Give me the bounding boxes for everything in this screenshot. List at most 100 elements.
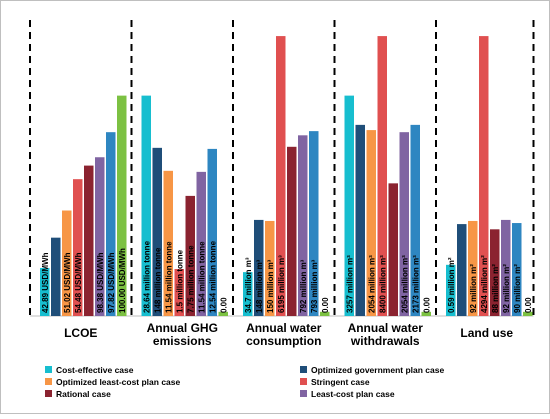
category-label-line: Land use	[460, 326, 513, 340]
legend-label: Optimized government plan case	[311, 365, 444, 375]
legend-label: Optimized least-cost plan case	[56, 377, 181, 387]
bar	[501, 219, 511, 316]
category-label-line: withdrawals	[350, 334, 420, 348]
category-label: Annual water consumption	[246, 321, 322, 348]
data-label: 97.82 USD/MWh	[107, 252, 116, 313]
data-label: 28.64 million tonne	[142, 240, 151, 313]
data-label: 92 million m²	[502, 264, 511, 313]
data-label: 148 million tonne	[153, 247, 162, 313]
bar	[196, 171, 206, 316]
bar	[95, 157, 105, 316]
data-label: 42.89 USD/MWh	[41, 252, 50, 313]
category-label: Annual water withdrawals	[348, 321, 424, 348]
data-label: 98.38 USD/MWh	[96, 252, 105, 313]
bar	[163, 170, 173, 316]
data-label: 34.7 million m³	[244, 257, 253, 313]
category-label: Land use	[460, 326, 513, 340]
category-label-line: Annual GHG	[147, 321, 218, 335]
data-label: 12.54 million tonne	[208, 240, 217, 313]
bar	[388, 183, 398, 316]
data-label: 1.5 million tonne	[175, 249, 184, 313]
bar	[265, 220, 275, 316]
bar	[523, 311, 533, 316]
data-label: 148 million m³	[255, 259, 264, 313]
data-label: 2054 million m³	[400, 255, 409, 313]
bar	[287, 146, 297, 316]
bar	[457, 224, 467, 316]
bar	[218, 311, 228, 316]
bar	[276, 36, 286, 316]
bar	[399, 132, 409, 316]
bar	[207, 148, 217, 316]
data-label: 92 million m²	[469, 264, 478, 313]
category-label: LCOE	[64, 326, 97, 340]
bar	[84, 165, 94, 316]
data-label: 4294 million m²	[480, 255, 489, 313]
data-label: 11.54 million tonne	[164, 241, 173, 313]
legend-swatch	[300, 366, 307, 373]
bar	[344, 95, 354, 316]
bar	[366, 130, 376, 316]
bar	[512, 223, 522, 316]
data-label: 0.00	[321, 297, 330, 313]
bar	[421, 311, 431, 316]
bar	[309, 131, 319, 316]
data-label: 2173 million m³	[411, 255, 420, 313]
data-label: 793 million m³	[310, 259, 319, 313]
bar	[40, 267, 50, 316]
bar	[185, 195, 195, 316]
category-label-line: Annual water	[348, 321, 424, 335]
data-label: 90 million m²	[513, 264, 522, 313]
bar	[355, 124, 365, 316]
legend-swatch	[45, 366, 52, 373]
legend-label: Stringent case	[311, 377, 370, 387]
category-label: Annual GHG emissions	[147, 321, 218, 348]
bar	[490, 229, 500, 316]
bar	[320, 311, 330, 316]
data-label: 2054 million m³	[367, 255, 376, 313]
bar	[152, 147, 162, 316]
data-label: 54.48 USD/MWh	[74, 252, 83, 313]
bar	[141, 95, 151, 316]
data-label: 0.00	[422, 297, 431, 313]
bar	[377, 36, 387, 316]
data-label: 88 million m²	[491, 264, 500, 313]
bar	[298, 135, 308, 316]
data-label: 6195 million m³	[277, 255, 286, 313]
bar	[174, 269, 184, 316]
legend-swatch	[45, 390, 52, 397]
bar	[468, 220, 478, 316]
data-label: 792 million m³	[299, 259, 308, 313]
bar	[446, 264, 456, 316]
legend-label: Least-cost plan case	[311, 389, 395, 399]
category-label-line: Annual water	[246, 321, 322, 335]
data-label: 0.59 million m²	[447, 257, 456, 313]
category-label-line: LCOE	[64, 326, 97, 340]
data-label: 0.00	[219, 297, 228, 313]
bar	[479, 36, 489, 316]
data-label: 11.54 million tonne	[197, 241, 206, 313]
bar	[410, 124, 420, 316]
data-label: 7.75 million tonne	[186, 245, 195, 313]
data-label: 100.00 USD/MWh	[118, 248, 127, 313]
data-label: 8400 million m³	[378, 255, 387, 313]
bar	[62, 210, 72, 316]
legend-label: Rational case	[56, 389, 111, 399]
data-label: 3257 million m³	[345, 255, 354, 313]
bar	[243, 272, 253, 316]
bar	[254, 219, 264, 316]
bar	[117, 95, 127, 316]
bar	[73, 179, 83, 316]
bar	[106, 132, 116, 316]
legend-swatch	[300, 390, 307, 397]
data-label: 51.02 USD/MWh	[63, 252, 72, 313]
legend-swatch	[45, 378, 52, 385]
bar	[51, 237, 61, 316]
legend-label: Cost-effective case	[56, 365, 134, 375]
data-label: 150 million m³	[266, 259, 275, 313]
legend-swatch	[300, 378, 307, 385]
category-label-line: consumption	[246, 334, 321, 348]
category-label-line: emissions	[153, 334, 212, 348]
